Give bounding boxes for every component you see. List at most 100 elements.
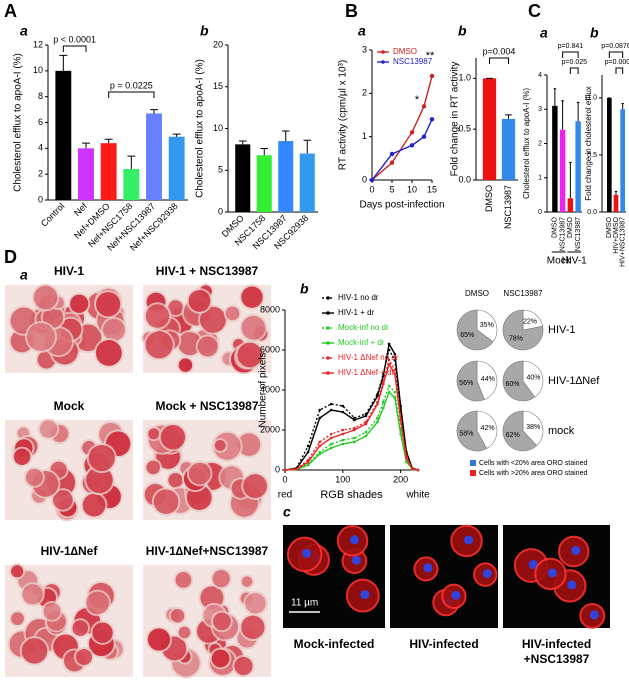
point (341, 432, 345, 436)
lipid-stain (213, 612, 231, 631)
point (387, 390, 391, 394)
y-tick-label: 0.5 (587, 152, 597, 159)
point (389, 151, 395, 157)
lipid-stain (178, 331, 202, 356)
lipid-stain (170, 608, 185, 623)
point (341, 442, 345, 446)
point (429, 117, 435, 122)
lipid-stain (13, 448, 31, 466)
photo-label: Mock + NSC13987 (155, 399, 258, 413)
point (353, 440, 356, 444)
significance-bracket (489, 57, 509, 64)
photo-label: HIV-1 + NSC13987 (156, 264, 259, 278)
pie-row-label: mock (548, 425, 575, 437)
x-tick-label: 5 (389, 184, 394, 194)
lipid-stain (237, 342, 263, 368)
panel-letter: b (590, 25, 599, 41)
lipid-stain (72, 620, 89, 636)
point (405, 460, 408, 464)
y-tick-label: 2 (362, 88, 367, 98)
nucleus (464, 535, 474, 545)
y-tick-label: 10 (213, 123, 223, 133)
micrograph-label: HIV-infected (522, 637, 591, 651)
point (416, 468, 420, 472)
lipid-stain (95, 339, 122, 366)
error-bar (59, 54, 68, 71)
x-tick-label: 200 (393, 474, 408, 484)
panel-letter: a (540, 25, 548, 41)
bar (123, 169, 140, 200)
y-tick-label: 1 (538, 175, 542, 182)
point (329, 432, 333, 436)
point (306, 460, 310, 464)
significance-bracket (615, 67, 624, 74)
lipid-stain (53, 490, 73, 510)
cell (239, 574, 255, 589)
y-tick-label: 1 (362, 131, 367, 141)
y-tick-label: 4 (538, 72, 542, 79)
error-bar (614, 190, 618, 195)
x-tick-label: NSC13987 (575, 217, 582, 251)
nucleus (302, 548, 312, 558)
p-value: p=0.841 (558, 43, 584, 50)
panel-letter: b (300, 281, 309, 297)
y-tick-label: 6000 (260, 344, 280, 354)
bar (552, 105, 558, 212)
legend-label: Cells with <20% area ORO stained (479, 460, 587, 467)
cell (223, 304, 242, 323)
bar (482, 78, 497, 180)
x-tick-label: DMSO (552, 216, 559, 238)
pie-label: 56% (459, 380, 473, 387)
point (341, 428, 345, 432)
point (341, 438, 345, 442)
panel-letter: a (358, 23, 366, 39)
lipid-stain (21, 638, 48, 664)
bar (575, 121, 581, 212)
point (283, 468, 287, 472)
cell (101, 317, 127, 343)
photo-label: HIV-1∆Nef+NSC13987 (146, 544, 269, 558)
y-axis-label: Fold change in cholesterol efflux (584, 86, 593, 201)
point (393, 352, 397, 356)
error-bar (561, 100, 564, 130)
point (306, 463, 310, 467)
error-bar (104, 138, 113, 144)
lipid-stain (175, 572, 192, 588)
error-bar (150, 109, 158, 114)
lipid-stain (33, 285, 58, 310)
point (353, 416, 356, 420)
point (353, 426, 356, 430)
line (284, 390, 419, 471)
lipid-stain (245, 593, 266, 614)
point (329, 442, 333, 446)
nucleus (423, 563, 433, 573)
point (318, 408, 321, 412)
panel-letter: b (200, 23, 209, 39)
panel-letter: A (4, 1, 17, 21)
point (382, 382, 385, 386)
lipid-stain (148, 428, 160, 440)
lipid-stain (70, 294, 89, 313)
x-tick-label: NSC13987 (503, 185, 513, 229)
x-end-label: red (278, 490, 292, 501)
error-bar (238, 140, 247, 145)
line (371, 119, 433, 181)
p-value: p < 0.0001 (53, 34, 96, 44)
y-axis-label: Cholesterol efflux to apoA-I (%) (522, 88, 531, 199)
panel-letter: a (20, 23, 28, 39)
point (393, 396, 397, 400)
error-bar (82, 142, 90, 149)
nucleus (567, 580, 577, 590)
y-axis-label: Cholesterol efflux to apoA-I (%) (195, 59, 206, 198)
pie-row-label: HIV-1 (548, 324, 576, 336)
y-tick-label: 6 (38, 117, 43, 127)
cell (239, 313, 268, 342)
y-tick-label: 0.5 (458, 124, 471, 134)
pie-slice (502, 360, 536, 402)
point (429, 73, 435, 79)
cell (84, 589, 111, 617)
micrograph-label: +NSC13987 (524, 652, 590, 666)
point (393, 368, 397, 372)
point (318, 444, 321, 448)
